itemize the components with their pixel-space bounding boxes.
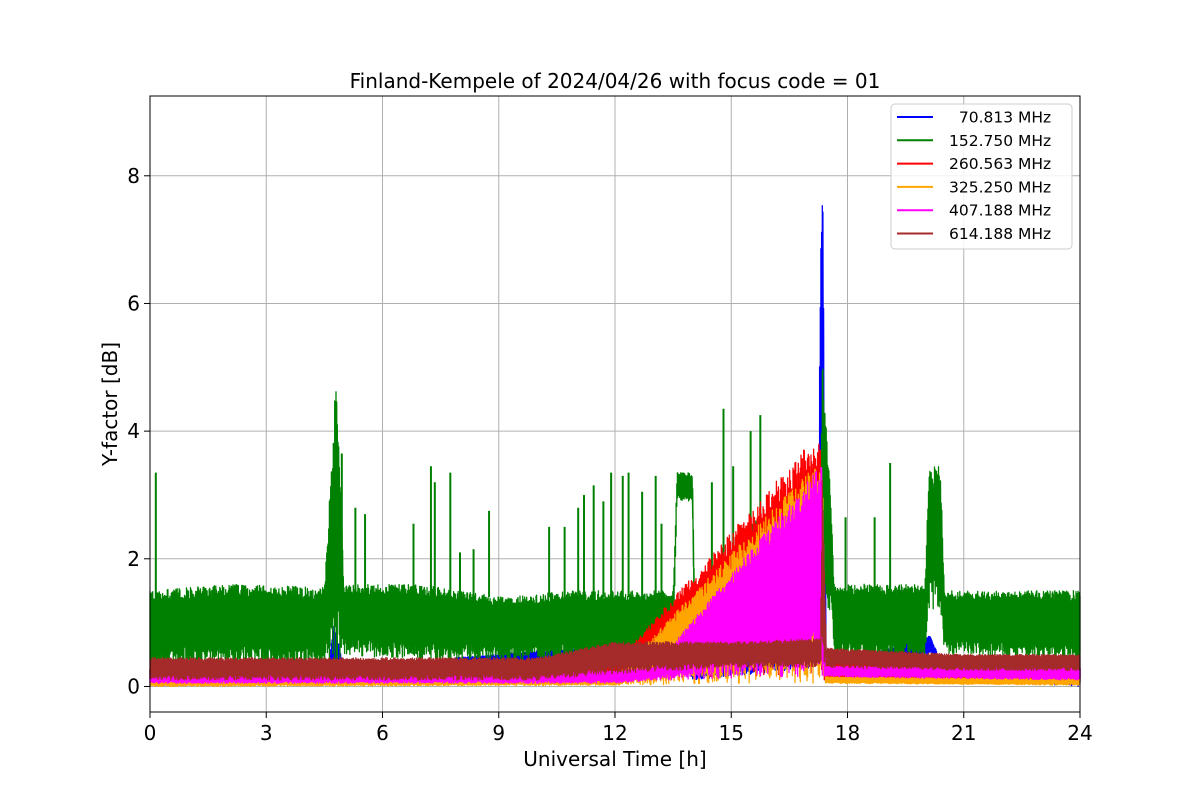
x-tick-label: 24 [1067, 721, 1092, 745]
y-tick-label: 8 [127, 164, 140, 188]
series-layer [149, 205, 1081, 687]
legend-label: 70.813 MHz [949, 109, 1051, 127]
legend-label: 325.250 MHz [949, 178, 1051, 196]
legend-label: 614.188 MHz [949, 225, 1051, 243]
legend-label: 152.750 MHz [949, 132, 1051, 150]
y-tick-label: 6 [127, 291, 140, 315]
series-line-5 [149, 479, 1081, 681]
legend-label: 407.188 MHz [949, 202, 1051, 220]
x-tick-label: 9 [492, 721, 505, 745]
x-tick-label: 12 [602, 721, 627, 745]
y-axis-label: Y-factor [dB] [98, 342, 122, 467]
legend-box [890, 103, 1073, 250]
x-tick-label: 21 [951, 721, 976, 745]
legend-label: 260.563 MHz [949, 155, 1051, 173]
chart-title: Finland-Kempele of 2024/04/26 with focus… [350, 69, 881, 93]
x-tick-label: 18 [835, 721, 860, 745]
y-tick-label: 0 [127, 674, 140, 698]
x-tick-label: 6 [376, 721, 389, 745]
x-axis-label: Universal Time [h] [523, 747, 706, 771]
legend: 70.813 MHz 152.750 MHz 260.563 MHz 325.250 … [890, 103, 1073, 250]
x-tick-label: 3 [260, 721, 273, 745]
y-tick-label: 4 [127, 419, 140, 443]
x-tick-label: 0 [144, 721, 157, 745]
y-tick-label: 2 [127, 547, 140, 571]
x-tick-label: 15 [719, 721, 744, 745]
series-line-1 [149, 368, 1081, 668]
